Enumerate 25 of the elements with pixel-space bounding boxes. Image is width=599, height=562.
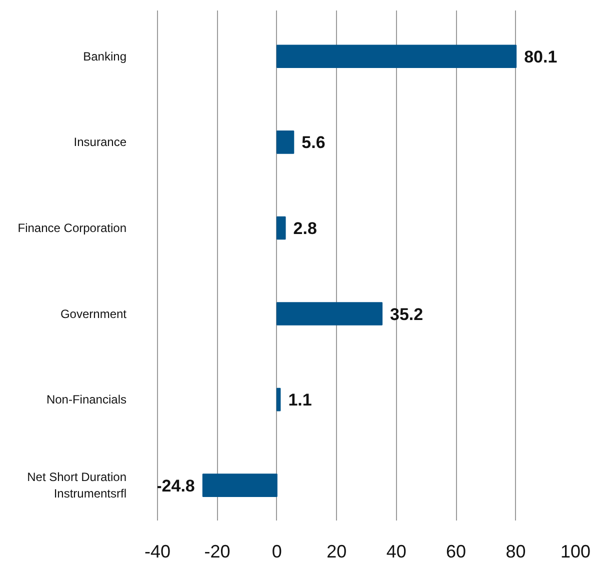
y-tick-label: Net Short Duration Instrumentsrfl: [27, 470, 127, 501]
x-tick-label: 40: [386, 542, 406, 562]
data-label: 35.2: [390, 304, 424, 324]
bar: [276, 302, 383, 326]
data-label: 5.6: [302, 133, 326, 152]
bar: [202, 474, 278, 497]
x-tick-label: 0: [272, 542, 282, 562]
x-tick-label: 80: [506, 542, 526, 562]
y-tick-label: Finance Corporation: [18, 220, 127, 235]
y-tick-label: Insurance: [74, 135, 127, 150]
x-tick-label: 60: [446, 542, 466, 562]
data-label: 2.8: [293, 218, 317, 238]
x-tick-label: -20: [204, 542, 230, 562]
data-label: 80.1: [524, 47, 558, 66]
bar: [276, 216, 286, 240]
bar: [276, 44, 517, 68]
bar: [276, 388, 281, 412]
x-tick-label: 100: [560, 542, 591, 562]
bar: [276, 130, 294, 154]
y-tick-label: Banking: [83, 49, 127, 64]
x-tick-label: 20: [326, 542, 347, 562]
y-tick-label: Non-Financials: [46, 392, 127, 407]
data-label: 1.1: [288, 390, 312, 410]
x-tick-label: -40: [144, 542, 171, 562]
y-tick-label: Government: [60, 306, 128, 321]
